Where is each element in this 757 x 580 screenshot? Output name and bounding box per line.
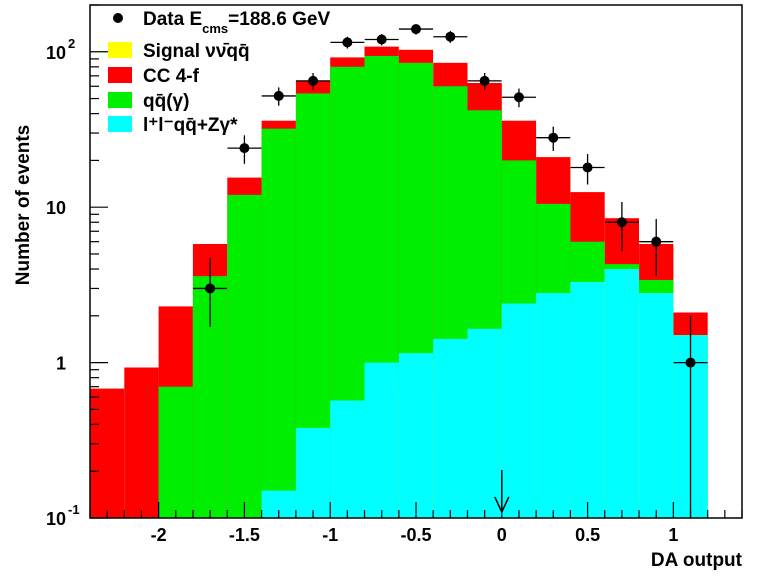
x-tick-label: 1 [668,525,678,545]
legend-label: qq̄(γ) [143,91,189,112]
legend-marker-point [113,13,123,23]
x-tick-label: -1.5 [229,525,260,545]
x-tick-label: -2 [151,525,167,545]
bar-1-1 [124,367,159,518]
bar-2-2 [158,386,193,518]
bar-3-14 [570,282,605,518]
x-tick-label: 0.5 [575,525,600,545]
legend-swatch [108,116,132,132]
legend-label: Data Ecms=188.6 GeV [143,9,330,36]
legend-swatch [108,67,132,83]
x-tick-label: -0.5 [400,525,431,545]
bar-1-0 [90,388,125,518]
y-tick-label: 1 [56,354,66,374]
legend-swatch [108,42,132,58]
data-point [342,37,353,48]
y-tick-exponent: -1 [68,502,80,517]
data-point [616,217,627,228]
bar-3-16 [639,293,674,518]
y-tick-label: 10 [46,198,66,218]
data-points [193,23,708,518]
data-point [239,143,250,154]
legend-label: l⁺l⁻qq̄+Zγ* [143,115,238,136]
legend-swatch [108,92,132,108]
data-point [308,75,319,86]
data-point [651,236,662,247]
bar-3-10 [433,338,468,518]
bar-3-15 [604,269,639,518]
legend-label: CC 4-f [143,66,200,87]
data-point [582,162,593,173]
histogram-bars [90,46,708,519]
data-point [411,24,421,35]
x-tick-label: 0 [497,525,507,545]
data-point [513,92,524,103]
y-tick-label: 10 [46,43,66,63]
bar-3-9 [398,353,434,518]
x-axis-label: DA output [651,550,743,571]
bar-2-4 [227,194,262,518]
bar-3-11 [467,328,502,518]
bar-3-8 [364,362,399,518]
x-axis-ticks: -2 -1.5 -1 -0.5 0 0.5 1 [89,502,743,545]
bar-2-5 [261,128,296,518]
y-tick-exponent: 2 [68,36,75,51]
data-point [273,90,284,101]
x-tick-label: -1 [322,525,338,545]
data-point [548,132,559,143]
bar-3-7 [330,400,365,518]
bar-3-12 [501,303,537,518]
data-point [376,34,387,45]
data-point [205,283,216,294]
data-point [479,75,490,86]
legend-label: Signal νν̄qq̄ [143,41,250,62]
bar-3-6 [295,427,331,518]
bar-3-13 [536,293,571,518]
y-axis-label: Number of events [13,125,34,285]
y-tick-label: 10 [46,509,66,529]
data-point [685,357,696,368]
data-point [445,31,456,42]
